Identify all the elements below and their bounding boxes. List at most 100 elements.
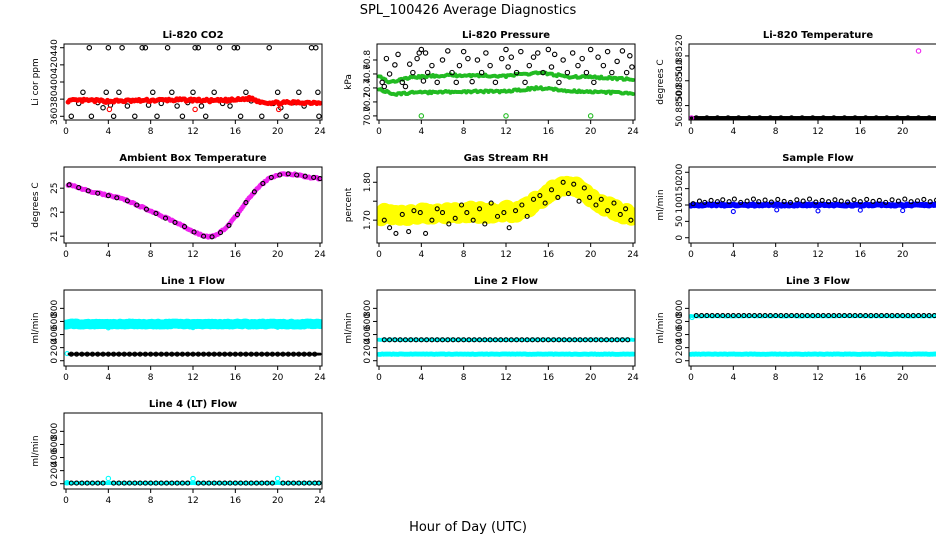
- plot-area: [688, 197, 936, 213]
- data-point: [475, 58, 479, 62]
- x-tick-label: 12: [500, 250, 511, 260]
- plot-area: [66, 171, 323, 239]
- data-point: [430, 63, 434, 67]
- y-tick-label: 0: [50, 358, 60, 364]
- x-tick-label: 0: [376, 250, 382, 260]
- data-point: [605, 49, 609, 53]
- x-tick-label: 8: [461, 373, 467, 383]
- x-tick-label: 16: [230, 250, 242, 260]
- y-tick-label: 200: [675, 163, 685, 180]
- data-point: [630, 65, 634, 69]
- x-tick-label: 4: [105, 127, 111, 137]
- data-point: [238, 114, 242, 118]
- x-tick-label: 8: [148, 373, 154, 383]
- x-tick-label: 8: [461, 250, 467, 260]
- figure-title: SPL_100426 Average Diagnostics: [360, 3, 577, 18]
- data-point: [384, 56, 388, 60]
- x-tick-label: 16: [230, 496, 242, 506]
- data-point: [816, 209, 820, 213]
- data-point: [104, 90, 108, 94]
- data-point: [795, 198, 799, 202]
- x-tick-label: 24: [314, 373, 326, 383]
- panel-title: Line 2 Flow: [474, 276, 538, 287]
- data-point: [217, 46, 221, 50]
- series-band-red: [66, 95, 323, 107]
- y-tick-label: 150: [675, 180, 685, 197]
- x-tick-label: 0: [688, 127, 694, 137]
- data-point: [403, 84, 407, 88]
- x-tick-label: 20: [272, 373, 284, 383]
- series-points-green: [419, 114, 593, 118]
- data-point: [228, 104, 232, 108]
- data-point: [731, 210, 735, 214]
- data-point: [552, 52, 556, 56]
- x-tick-label: 8: [773, 373, 779, 383]
- y-axis-label: percent: [344, 187, 354, 222]
- x-tick-label: 12: [187, 250, 198, 260]
- plot-area: [61, 319, 325, 357]
- panel-title: Li-820 Temperature: [763, 30, 873, 41]
- x-tick-label: 8: [461, 127, 467, 137]
- x-tick-label: 8: [148, 127, 154, 137]
- x-tick-label: 0: [63, 127, 69, 137]
- data-point: [596, 55, 600, 59]
- y-tick-label: 800: [675, 300, 685, 317]
- x-tick-label: 12: [812, 127, 823, 137]
- data-point: [922, 197, 926, 201]
- plot-area: [373, 176, 641, 236]
- x-tick-label: 16: [855, 250, 867, 260]
- data-point: [267, 46, 271, 50]
- band-point: [631, 338, 635, 342]
- series-points-red: [107, 107, 281, 111]
- data-point: [588, 114, 592, 118]
- series-points-cyan: [65, 325, 280, 355]
- data-point: [284, 114, 288, 118]
- data-point: [316, 90, 320, 94]
- data-point: [523, 80, 527, 84]
- data-point: [120, 46, 124, 50]
- plot-area: [66, 46, 323, 119]
- data-point: [903, 197, 907, 201]
- band-point: [319, 353, 322, 356]
- data-point: [527, 63, 531, 67]
- x-tick-label: 20: [897, 127, 909, 137]
- data-point: [387, 72, 391, 76]
- data-point: [212, 90, 216, 94]
- y-axis-label: ml/min: [656, 312, 666, 343]
- data-point: [536, 51, 540, 55]
- data-point: [204, 114, 208, 118]
- data-point: [776, 197, 780, 201]
- x-tick-label: 24: [627, 127, 639, 137]
- x-tick-label: 12: [812, 250, 823, 260]
- x-tick-label: 4: [418, 250, 424, 260]
- plot-area: [689, 49, 936, 120]
- data-point: [624, 70, 628, 74]
- x-tick-label: 4: [418, 127, 424, 137]
- x-tick-label: 20: [897, 250, 909, 260]
- y-tick-label: 0: [675, 358, 685, 364]
- plot-area: [689, 314, 936, 357]
- y-tick-label: 1.80: [363, 172, 373, 192]
- data-point: [580, 56, 584, 60]
- x-tick-label: 0: [63, 373, 69, 383]
- series-points-blue: [731, 208, 904, 214]
- data-point: [191, 90, 195, 94]
- series-band-green: [377, 85, 635, 97]
- y-axis-label: kPa: [344, 74, 354, 90]
- data-point: [610, 70, 614, 74]
- data-point: [170, 90, 174, 94]
- x-tick-label: 16: [543, 127, 555, 137]
- y-axis-label: ml/min: [344, 312, 354, 343]
- x-tick-label: 20: [897, 373, 909, 383]
- y-axis-label: ml/min: [656, 189, 666, 220]
- data-point: [577, 199, 581, 203]
- data-point: [775, 208, 779, 212]
- data-point: [175, 104, 179, 108]
- x-tick-label: 24: [314, 250, 326, 260]
- y-tick-label: 25: [50, 182, 60, 193]
